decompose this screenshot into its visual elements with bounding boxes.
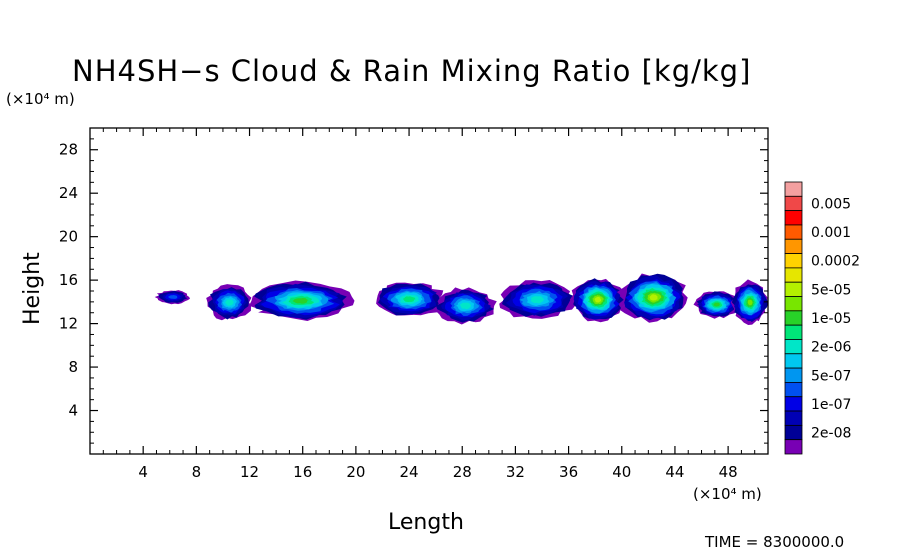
colorbar-swatch (784, 195, 803, 212)
colorbar-swatch (784, 382, 803, 398)
colorbar-swatch (784, 210, 803, 226)
colorbar-swatch (784, 238, 803, 254)
cloud-cell (434, 287, 497, 325)
colorbar-swatch (784, 424, 803, 441)
cloud-cell (730, 279, 768, 325)
y-tick-label: 4 (68, 402, 78, 420)
x-tick-label: 32 (506, 463, 525, 481)
cloud-contour (460, 302, 472, 310)
cloud-contour (649, 294, 658, 301)
x-tick-label: 48 (719, 463, 738, 481)
y-tick-label: 8 (68, 358, 78, 376)
colorbar-label: 2e-08 (811, 426, 851, 442)
colorbar-swatch (784, 253, 803, 269)
colorbar-swatch (784, 281, 803, 297)
y-tick-label: 28 (59, 141, 78, 159)
colorbar-label: 5e-05 (811, 282, 851, 298)
y-tick-label: 24 (59, 184, 78, 202)
y-tick-label: 12 (59, 315, 78, 333)
x-tick-label: 8 (192, 463, 202, 481)
colorbar-swatch (784, 181, 803, 197)
colorbar-swatch (784, 267, 803, 283)
cloud-contour (713, 302, 720, 307)
colorbar: 0.005 0.001 0.0002 5e-05 1e-05 2e-06 5e-07 1e-0… (784, 181, 860, 455)
cloud-cell (154, 290, 190, 305)
cloud-cell (616, 273, 688, 323)
colorbar-label: 5e-07 (811, 368, 851, 384)
colorbar-swatch (784, 396, 803, 412)
cloud-cell (249, 280, 355, 321)
colorbar-swatch (784, 410, 803, 426)
x-tick-label: 28 (453, 463, 472, 481)
colorbar-swatch (784, 310, 803, 326)
cloud-contour (292, 297, 309, 304)
y-axis-unit: (×10⁴ m) (6, 90, 75, 108)
cloud-contour (530, 296, 545, 304)
cloud-cell (569, 278, 627, 323)
x-tick-label: 24 (400, 463, 419, 481)
cloud-contour (403, 296, 416, 302)
colorbar-label: 1e-07 (811, 397, 851, 413)
x-axis-unit: (×10⁴ m) (693, 485, 762, 503)
cloud-cell (376, 282, 444, 316)
colorbar-label: 2e-06 (811, 340, 851, 356)
colorbar-swatch (784, 353, 803, 369)
cloud-contour (225, 299, 234, 306)
colorbar-swatch (784, 324, 803, 340)
x-tick-label: 4 (138, 463, 148, 481)
x-tick-label: 12 (240, 463, 259, 481)
cloud-cell (206, 284, 252, 321)
colorbar-swatch (784, 339, 803, 355)
colorbar-swatch (784, 367, 803, 383)
cloud-contour (167, 295, 178, 299)
chart-title: NH4SH−s Cloud & Rain Mixing Ratio [kg/kg… (72, 54, 752, 88)
colorbar-label: 1e-05 (811, 311, 851, 327)
colorbar-swatch (784, 296, 803, 312)
colorbar-swatch (784, 224, 803, 240)
x-tick-label: 16 (293, 463, 312, 481)
x-tick-label: 40 (612, 463, 631, 481)
cloud-contour (747, 299, 753, 306)
y-tick-label: 16 (59, 271, 78, 289)
x-tick-label: 36 (559, 463, 578, 481)
x-tick-label: 44 (665, 463, 684, 481)
cloud-cell (693, 291, 740, 319)
cloud-field (154, 273, 768, 325)
colorbar-label: 0.001 (811, 225, 851, 241)
colorbar-label: 0.0002 (811, 254, 860, 270)
x-axis-label: Length (388, 510, 464, 535)
colorbar-label: 0.005 (811, 196, 851, 212)
cloud-contour (594, 296, 602, 303)
colorbar-swatch (784, 439, 803, 455)
x-tick-label: 20 (346, 463, 365, 481)
y-tick-label: 20 (59, 228, 78, 246)
cloud-cell (499, 280, 577, 319)
